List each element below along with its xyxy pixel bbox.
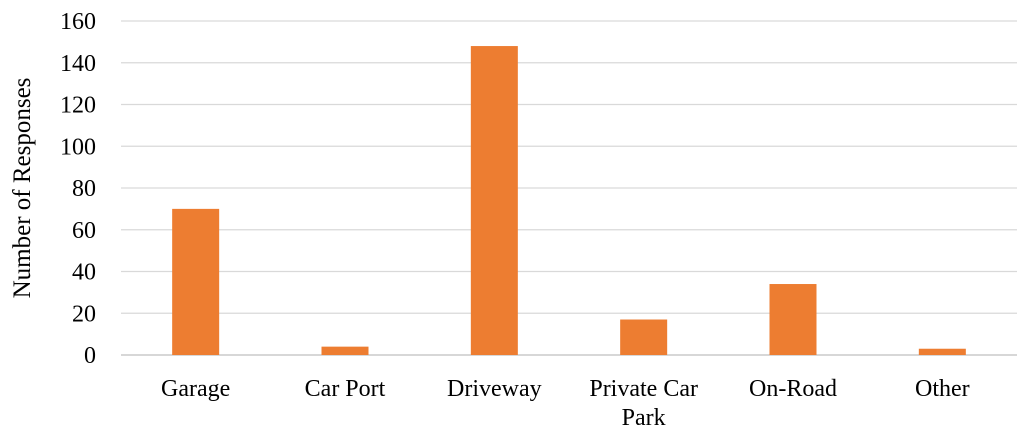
x-tick-label: Car Port — [305, 376, 386, 402]
y-tick-label: 60 — [72, 218, 96, 244]
bar — [769, 284, 817, 355]
y-tick-label: 40 — [72, 260, 96, 286]
y-axis-title: Number of Responses — [9, 78, 36, 299]
bar — [172, 208, 220, 355]
bars — [172, 46, 966, 356]
y-tick-label: 120 — [60, 93, 96, 119]
y-axis-ticks: 0 20 40 60 80 100 120 140 160 — [60, 9, 96, 369]
x-tick-label: On-Road — [749, 376, 837, 402]
x-axis-ticks: Garage Car Port Driveway Private Car Park On-… — [161, 376, 970, 430]
x-tick-label: Other — [915, 376, 970, 402]
bar — [470, 46, 518, 356]
y-tick-label: 140 — [60, 51, 96, 77]
y-tick-label: 160 — [60, 9, 96, 35]
y-tick-label: 20 — [72, 301, 96, 327]
x-tick-label: Driveway — [447, 376, 542, 402]
y-tick-label: 100 — [60, 134, 96, 160]
bar — [321, 346, 369, 355]
grid-lines — [121, 20, 1017, 356]
x-tick-label: Private Car Park — [589, 376, 698, 430]
bar — [918, 348, 966, 355]
bar — [620, 319, 668, 355]
y-tick-label: 80 — [72, 176, 96, 202]
y-tick-label: 0 — [84, 343, 96, 369]
x-tick-label: Garage — [161, 376, 230, 402]
